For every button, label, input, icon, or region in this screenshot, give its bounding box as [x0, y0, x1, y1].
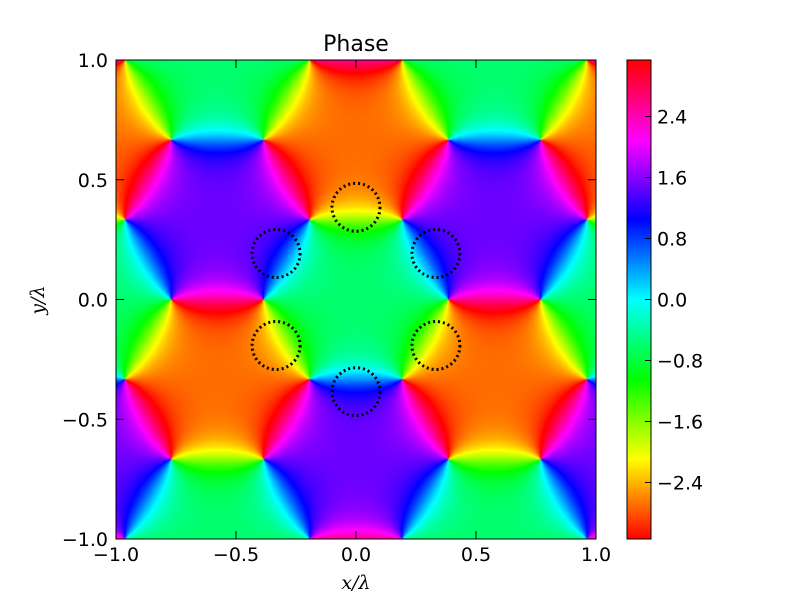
y-tick-label: 0.5 — [78, 170, 108, 192]
x-tick-label: −1.0 — [93, 544, 139, 566]
chart-title: Phase — [323, 32, 389, 57]
plot-area: −1.0 −0.5 0.0 0.5 1.0 −1.0 −0.5 0.0 0.5 1.0 — [62, 50, 611, 566]
y-tick-label: −0.5 — [62, 409, 108, 431]
colorbar-tick-label: 2.4 — [657, 107, 687, 129]
colorbar-tick-label: 1.6 — [657, 168, 687, 190]
x-tick-label: −0.5 — [213, 544, 259, 566]
y-axis-label: y/λ — [27, 285, 49, 315]
colorbar-tick-label: −1.6 — [657, 411, 703, 433]
y-tick-label: 1.0 — [78, 50, 108, 72]
y-axis-ticks: −1.0 −0.5 0.0 0.5 1.0 — [62, 50, 596, 551]
vortex-circle-0 — [330, 181, 382, 233]
vortex-circle-2 — [410, 228, 462, 280]
vortex-circle-1 — [250, 228, 302, 280]
y-tick-label: 0.0 — [78, 290, 108, 312]
colorbar-tick-label: 0.8 — [657, 229, 687, 251]
colorbar: −2.4 −1.6 −0.8 0.0 0.8 1.6 2.4 — [626, 59, 703, 540]
x-tick-label: 1.0 — [581, 544, 611, 566]
x-axis-ticks: −1.0 −0.5 0.0 0.5 1.0 — [93, 60, 611, 566]
x-tick-label: 0.0 — [341, 544, 371, 566]
x-axis-label: x/λ — [341, 572, 370, 594]
colorbar-tick-label: −0.8 — [657, 350, 703, 372]
vortex-circle-4 — [410, 319, 462, 371]
colorbar-tick-label: 0.0 — [657, 290, 687, 312]
x-tick-label: 0.5 — [461, 544, 491, 566]
vortex-annotations — [250, 181, 462, 418]
phase-heatmap — [116, 60, 596, 539]
colorbar-ticks: −2.4 −1.6 −0.8 0.0 0.8 1.6 2.4 — [645, 107, 703, 494]
colorbar-tick-label: −2.4 — [657, 472, 703, 494]
vortex-circle-3 — [250, 319, 302, 371]
y-tick-label: −1.0 — [62, 529, 108, 551]
heatmap-container — [116, 60, 596, 539]
vortex-circle-5 — [330, 366, 382, 418]
